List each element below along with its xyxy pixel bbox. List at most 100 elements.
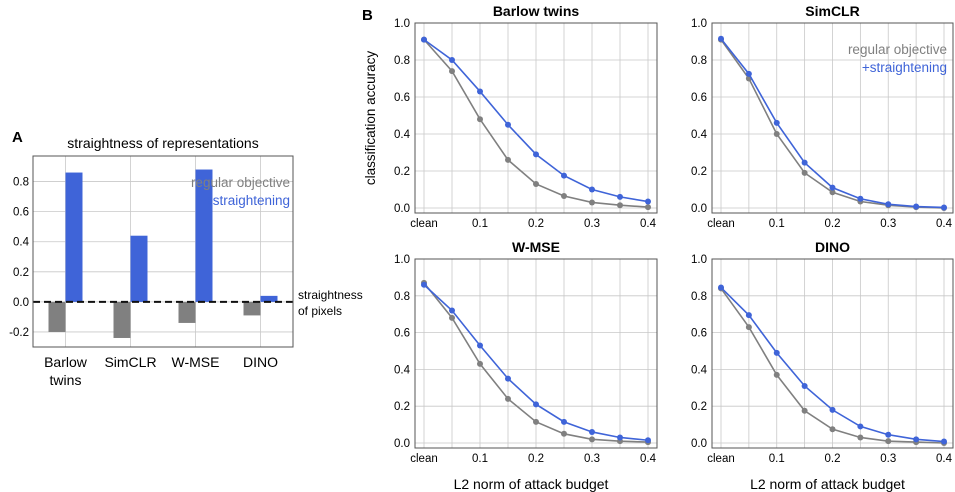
data-point-straightening — [941, 204, 947, 211]
y-tick-label: 0.4 — [691, 364, 708, 376]
chart-title: W-MSE — [512, 239, 560, 255]
reference-label: of pixels — [298, 304, 342, 318]
data-point-regular — [745, 324, 752, 331]
x-tick-label: 0.1 — [769, 218, 785, 230]
x-tick-label: 0.3 — [880, 453, 896, 465]
legend-straightening: +straightening — [862, 60, 947, 75]
panel-label-a: A — [12, 129, 23, 146]
data-point-regular — [857, 434, 864, 441]
chart-title: straightness of representations — [67, 135, 258, 151]
y-tick-label: 0.6 — [13, 207, 29, 219]
y-tick-label: 0.4 — [13, 237, 30, 249]
data-point-straightening — [745, 70, 752, 77]
y-tick-label: 0.8 — [394, 291, 410, 303]
legend-straightening: +straightening — [205, 193, 290, 208]
data-point-straightening — [829, 406, 836, 413]
data-point-regular — [773, 371, 780, 378]
data-point-straightening — [505, 375, 511, 382]
data-point-regular — [477, 116, 483, 123]
line-chart-panel-w-mse: 0.0 0.2 0.4 0.6 0.8 1.0 clean 0.1 0.2 0.3 0.4 W-MSE… — [394, 239, 658, 492]
y-tick-label: 0.2 — [394, 166, 410, 178]
x-tick-label: 0.3 — [584, 453, 600, 465]
data-point-regular — [645, 204, 651, 211]
data-point-straightening — [885, 201, 892, 208]
y-tick-label: 0.2 — [394, 401, 410, 413]
plot-frame — [711, 22, 954, 214]
y-tick-label: 0.2 — [13, 267, 29, 279]
bar-regular — [48, 301, 66, 332]
x-tick-label: 0.3 — [584, 218, 600, 230]
y-tick-label: 0.8 — [394, 55, 410, 67]
y-tick-label: 0.4 — [691, 129, 708, 141]
y-tick-label: 1.0 — [394, 18, 410, 30]
x-tick-label: 0.2 — [825, 453, 841, 465]
y-tick-label: 0.0 — [691, 438, 707, 450]
data-point-regular — [533, 180, 539, 187]
data-point-straightening — [617, 193, 623, 200]
data-point-straightening — [857, 195, 864, 202]
data-point-regular — [829, 189, 836, 196]
plot-frame — [414, 258, 658, 449]
data-point-straightening — [773, 349, 780, 356]
x-tick-label: clean — [410, 453, 438, 465]
plot-frame — [414, 22, 658, 214]
data-point-regular — [505, 395, 511, 402]
x-axis-label: L2 norm of attack budget — [750, 476, 905, 492]
y-tick-label: 0.0 — [394, 203, 410, 215]
x-axis-label: L2 norm of attack budget — [454, 476, 609, 492]
x-tick-label: 0.4 — [936, 453, 953, 465]
data-point-straightening — [477, 342, 483, 349]
y-tick-label: 0.8 — [13, 177, 29, 189]
x-tick-label: clean — [707, 218, 735, 230]
data-point-regular — [589, 436, 595, 443]
data-point-straightening — [885, 431, 892, 438]
y-tick-label: 0.0 — [691, 203, 707, 215]
data-point-straightening — [589, 186, 595, 193]
line-chart-panel-barlow-twins: 0.0 0.2 0.4 0.6 0.8 1.0 clean 0.1 0.2 0.3 0.4 Barlo… — [363, 3, 658, 230]
y-tick-label: 0.6 — [394, 92, 410, 104]
chart-title: Barlow twins — [493, 3, 580, 19]
data-point-regular — [561, 430, 567, 437]
data-point-regular — [801, 407, 808, 414]
panel-label-b: B — [362, 7, 373, 24]
category-label: Barlow twins — [44, 354, 88, 388]
x-tick-label: 0.2 — [528, 453, 544, 465]
y-tick-label: 0.6 — [394, 328, 410, 340]
x-tick-label: 0.3 — [880, 218, 896, 230]
data-point-straightening — [718, 35, 724, 42]
data-point-straightening — [829, 184, 836, 191]
chart-title: SimCLR — [805, 3, 859, 19]
y-tick-label: 0.6 — [691, 328, 707, 340]
data-point-regular — [617, 202, 623, 209]
data-point-straightening — [533, 401, 539, 408]
category-label: W-MSE — [172, 354, 220, 370]
bar-chart-panel: -0.2 0.0 0.2 0.4 0.6 0.8 Barlow twins SimCLR W-MS… — [9, 135, 363, 388]
plot-frame — [711, 258, 954, 449]
chart-title: DINO — [815, 239, 850, 255]
bar-regular — [178, 301, 196, 323]
reference-label: straightness — [298, 288, 363, 302]
data-point-straightening — [449, 57, 455, 63]
bar-straightening — [65, 172, 83, 302]
y-tick-label: 0.0 — [13, 297, 29, 309]
y-tick-label: 1.0 — [691, 254, 707, 266]
y-tick-label: 0.8 — [691, 55, 707, 67]
y-axis-label: classification accuracy — [363, 51, 378, 186]
data-point-straightening — [645, 198, 651, 205]
data-point-straightening — [801, 159, 808, 166]
category-label: DINO — [243, 354, 278, 370]
bar-regular — [113, 301, 131, 338]
data-point-regular — [561, 192, 567, 199]
data-point-straightening — [801, 382, 808, 389]
data-point-regular — [589, 199, 595, 206]
data-point-straightening — [857, 423, 864, 430]
data-point-straightening — [913, 203, 920, 210]
x-tick-label: 0.1 — [472, 453, 488, 465]
bar-straightening — [195, 169, 213, 302]
y-tick-label: 0.6 — [691, 92, 707, 104]
data-point-straightening — [421, 281, 427, 288]
data-point-straightening — [533, 151, 539, 158]
data-point-straightening — [561, 418, 567, 425]
data-point-regular — [829, 426, 836, 433]
